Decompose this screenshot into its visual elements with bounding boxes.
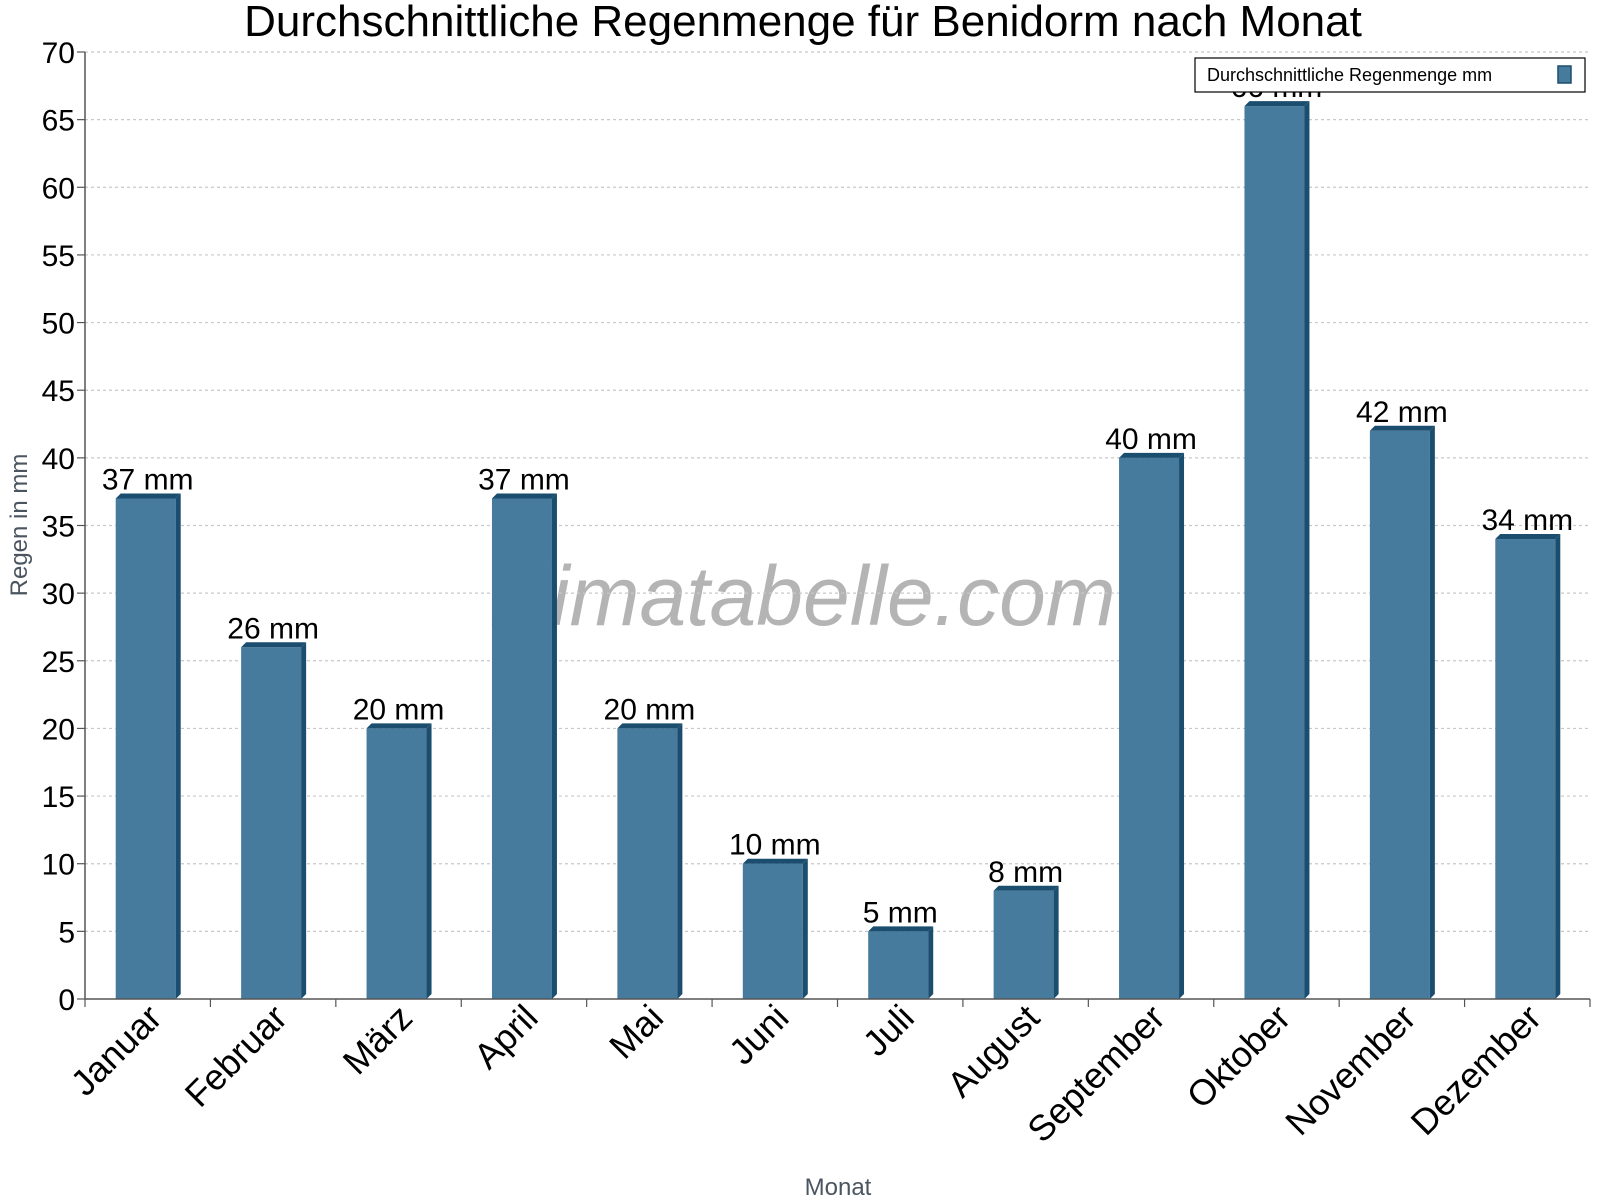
bar-side <box>928 926 934 999</box>
bar-top <box>366 723 432 729</box>
bar <box>491 493 557 999</box>
bar-front <box>491 498 552 999</box>
data-label: 40 mm <box>1105 423 1197 456</box>
legend-swatch <box>1557 65 1572 84</box>
y-tick-label: 60 <box>42 172 75 205</box>
data-label: 26 mm <box>227 612 319 645</box>
bar-side <box>1429 425 1435 999</box>
bar <box>1244 101 1310 1000</box>
data-label: 20 mm <box>604 693 696 726</box>
data-label: 8 mm <box>988 856 1063 889</box>
bar-side <box>1304 101 1310 1000</box>
bar-top <box>241 642 307 648</box>
gridlines <box>85 51 1590 932</box>
x-tick-label: März <box>335 997 421 1083</box>
legend-box <box>1194 57 1586 93</box>
bar-front <box>1369 430 1430 999</box>
bar-top <box>742 858 808 864</box>
y-tick-label: 20 <box>42 713 75 746</box>
chart-title: Durchschnittliche Regenmenge für Benidor… <box>244 0 1362 46</box>
y-axis-title: Regen in mm <box>6 454 33 597</box>
bar-top <box>868 926 934 932</box>
bar-front <box>1119 457 1180 999</box>
x-tick-label: Oktober <box>1179 997 1299 1117</box>
data-labels: 37 mm 26 mm 20 mm 37 mm 20 mm 10 mm 5 mm 8 mm 40… <box>102 71 1573 929</box>
y-tick-label: 55 <box>42 240 75 273</box>
y-tick-label: 65 <box>42 105 75 138</box>
y-tick-label: 0 <box>58 984 75 1017</box>
bar-side <box>551 493 557 999</box>
bar <box>241 642 307 999</box>
bar-side <box>1555 534 1561 999</box>
bar <box>1119 452 1185 999</box>
bars <box>115 101 1561 1000</box>
x-tick-label: September <box>1019 997 1173 1151</box>
x-tick-label: Dezember <box>1403 997 1549 1143</box>
y-tick-label: 70 <box>42 37 75 70</box>
y-tick-label: 10 <box>42 849 75 882</box>
legend: Durchschnittliche Regenmenge mm <box>1194 57 1586 93</box>
data-label: 34 mm <box>1481 504 1573 537</box>
x-tick-label: Juli <box>855 997 922 1064</box>
bar <box>366 723 432 999</box>
x-tick-label: Februar <box>177 997 295 1115</box>
bar-side <box>1053 885 1059 999</box>
bar-front <box>1495 539 1556 999</box>
bar-front <box>241 647 302 999</box>
bar-front <box>115 498 176 999</box>
data-label: 42 mm <box>1356 396 1448 429</box>
x-tick-label: Januar <box>63 997 170 1104</box>
watermark: klimatabelle.com <box>490 549 1116 643</box>
data-label: 10 mm <box>729 829 821 862</box>
y-tick-label: 50 <box>42 308 75 341</box>
bar-top <box>491 493 557 499</box>
bar-top <box>115 493 181 499</box>
bar-top <box>1495 534 1561 540</box>
bar-top <box>1369 425 1435 431</box>
data-label: 5 mm <box>863 896 938 929</box>
y-tick-label: 15 <box>42 781 75 814</box>
x-axis-title: Monat <box>805 1174 872 1200</box>
x-tick-label: Mai <box>601 997 671 1067</box>
data-label: 20 mm <box>353 693 445 726</box>
data-label: 37 mm <box>478 463 570 496</box>
bar-front <box>617 728 678 999</box>
bar-top <box>1244 101 1310 107</box>
y-tick-label: 40 <box>42 443 75 476</box>
bar-side <box>301 642 307 999</box>
bar <box>617 723 683 999</box>
x-tick-label: Juni <box>721 997 797 1073</box>
y-tick-label: 45 <box>42 375 75 408</box>
y-tick-label: 5 <box>58 916 75 949</box>
bar-side <box>175 493 181 999</box>
bar-side <box>1179 452 1185 999</box>
y-tick-label: 30 <box>42 578 75 611</box>
legend-label: Durchschnittliche Regenmenge mm <box>1207 65 1492 85</box>
x-tick-label: August <box>939 997 1047 1105</box>
bar-top <box>993 885 1059 891</box>
x-tick-label: November <box>1277 997 1423 1143</box>
bar-side <box>802 858 808 999</box>
bar <box>742 858 808 999</box>
data-label: 37 mm <box>102 463 194 496</box>
bar-front <box>1244 106 1305 1000</box>
bar <box>868 926 934 999</box>
bar <box>993 885 1059 999</box>
bar <box>115 493 181 999</box>
bar-front <box>366 728 427 999</box>
bar-front <box>993 890 1054 999</box>
bar-side <box>677 723 683 999</box>
bar-side <box>426 723 432 999</box>
x-tick-label: April <box>466 997 546 1077</box>
bar <box>1369 425 1435 999</box>
bar-top <box>1119 452 1185 458</box>
bar-front <box>868 931 929 999</box>
bar <box>1495 534 1561 999</box>
y-tick-label: 35 <box>42 511 75 544</box>
y-tick-label: 25 <box>42 646 75 679</box>
bar-front <box>742 863 803 999</box>
bar-top <box>617 723 683 729</box>
